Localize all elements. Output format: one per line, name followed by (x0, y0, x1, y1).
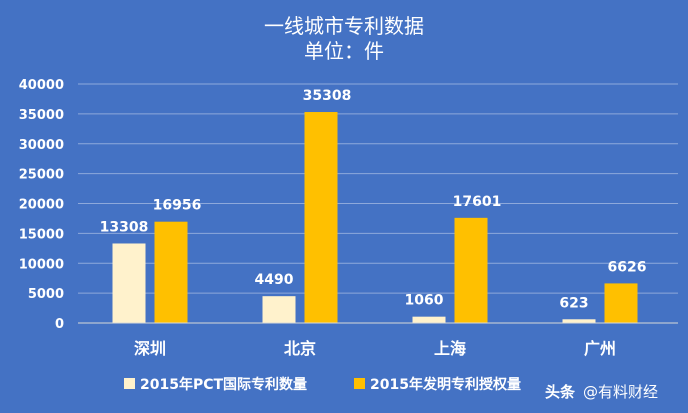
legend-swatch (354, 378, 365, 389)
data-label: 13308 (100, 219, 149, 235)
data-label: 623 (559, 295, 588, 311)
legend-label: 2015年PCT国际专利数量 (140, 376, 307, 393)
bar (112, 243, 146, 323)
y-tick-label: 20000 (19, 198, 64, 213)
legend-swatch (124, 378, 135, 389)
chart-subtitle: 单位：件 (304, 39, 384, 63)
y-tick-label: 30000 (19, 138, 64, 153)
bar (562, 319, 596, 323)
y-tick-label: 5000 (28, 287, 64, 302)
chart-title: 一线城市专利数据 (264, 14, 424, 38)
watermark: 头条 @有料财经 (545, 383, 658, 401)
data-label: 4490 (255, 272, 294, 288)
bar (154, 221, 188, 323)
y-tick-label: 10000 (19, 257, 64, 272)
bar (304, 112, 338, 323)
category-label: 上海 (434, 339, 466, 358)
y-tick-label: 0 (55, 317, 64, 332)
y-tick-label: 25000 (19, 168, 64, 183)
y-tick-label: 35000 (19, 108, 64, 123)
x-axis: 深圳 北京 上海 广州 (78, 322, 678, 358)
legend: 2015年PCT国际专利数量 2015年发明专利授权量 (124, 376, 521, 393)
bar (262, 296, 296, 323)
data-label: 17601 (453, 194, 502, 210)
y-tick-label: 40000 (19, 78, 64, 93)
category-label: 广州 (584, 339, 616, 358)
watermark-text: @有料财经 (583, 383, 658, 401)
y-tick-label: 15000 (19, 227, 64, 242)
watermark-prefix: 头条 (545, 383, 576, 401)
category-label: 北京 (284, 339, 316, 358)
bar (454, 217, 488, 323)
data-label: 1060 (405, 293, 444, 309)
data-label: 16956 (153, 198, 202, 214)
bar (604, 283, 638, 323)
y-axis: 0 5000 10000 15000 20000 25000 30000 35000 40000 (19, 78, 64, 332)
category-label: 深圳 (134, 339, 166, 358)
bars (112, 112, 638, 323)
legend-label: 2015年发明专利授权量 (370, 376, 521, 393)
data-label: 35308 (303, 88, 352, 104)
bar (412, 316, 446, 323)
data-label: 6626 (608, 259, 647, 275)
